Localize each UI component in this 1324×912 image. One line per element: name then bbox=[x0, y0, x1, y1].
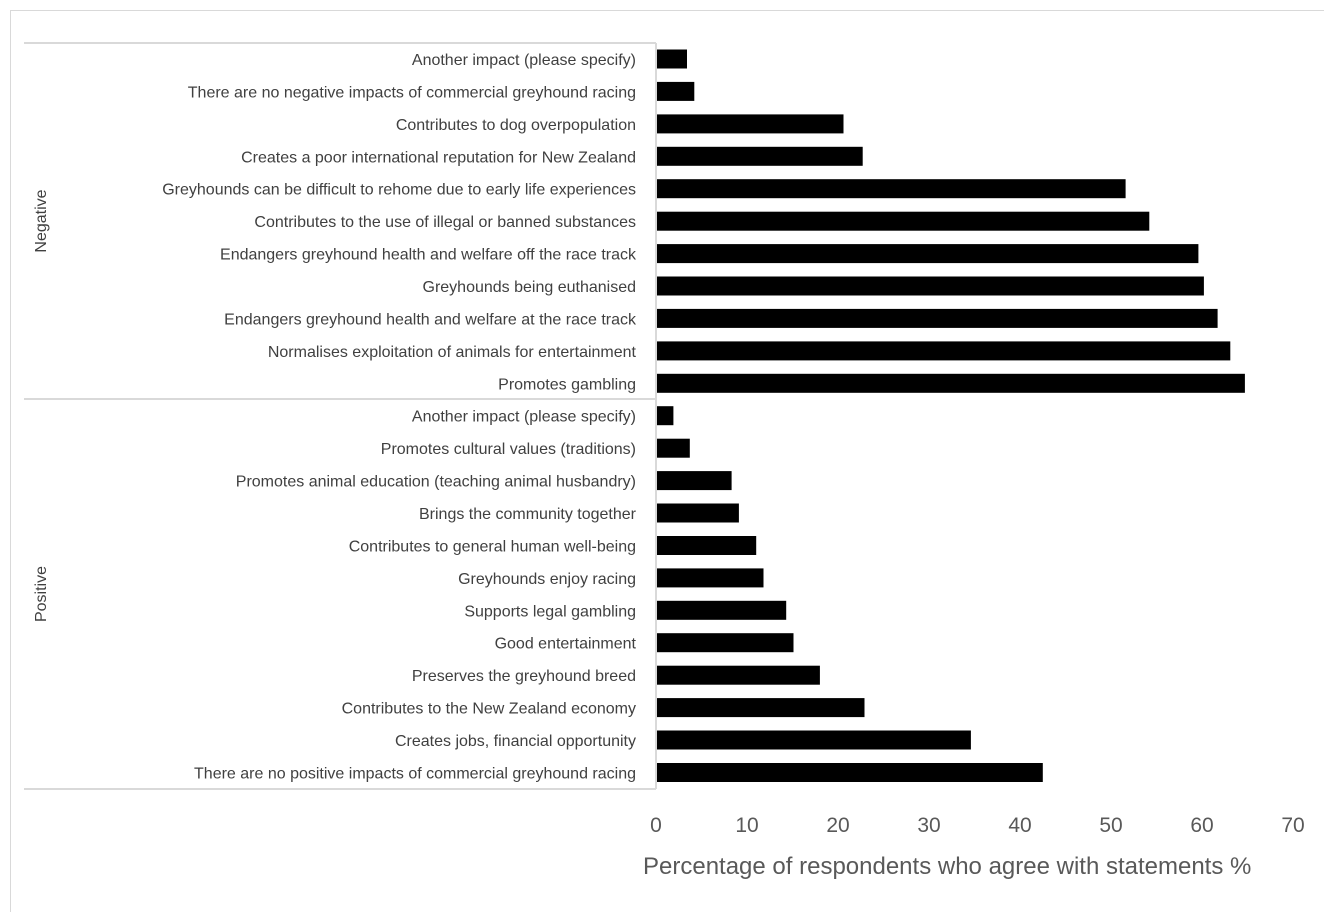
category-label: Normalises exploitation of animals for e… bbox=[268, 344, 637, 361]
bar bbox=[657, 341, 1231, 361]
category-label: Endangers greyhound health and welfare a… bbox=[224, 311, 637, 328]
category-label: Supports legal gambling bbox=[464, 603, 636, 620]
bar bbox=[657, 536, 757, 555]
bar bbox=[657, 698, 865, 718]
bar bbox=[657, 730, 971, 750]
bar bbox=[657, 763, 1043, 782]
category-label: Preserves the greyhound breed bbox=[412, 668, 636, 685]
bar bbox=[657, 471, 732, 491]
group-label: Negative bbox=[33, 189, 50, 252]
x-tick-label: 30 bbox=[917, 814, 940, 837]
category-label: Promotes cultural values (traditions) bbox=[381, 441, 636, 458]
category-label: There are no negative impacts of commerc… bbox=[188, 84, 636, 101]
bar bbox=[657, 49, 687, 69]
bar bbox=[657, 146, 863, 166]
bar bbox=[657, 211, 1150, 231]
bar bbox=[657, 81, 695, 101]
category-label: Contributes to the use of illegal or ban… bbox=[254, 214, 636, 231]
bar bbox=[657, 244, 1199, 264]
bar bbox=[657, 406, 674, 426]
category-label: Brings the community together bbox=[419, 506, 637, 523]
category-label: Greyhounds enjoy racing bbox=[458, 571, 636, 588]
category-label: Contributes to dog overpopulation bbox=[396, 117, 636, 134]
chart-frame bbox=[10, 10, 1324, 912]
category-label: Contributes to general human well-being bbox=[349, 539, 636, 556]
category-label: Creates jobs, financial opportunity bbox=[395, 733, 636, 750]
x-tick-label: 70 bbox=[1281, 814, 1304, 837]
category-label: There are no positive impacts of commerc… bbox=[194, 766, 636, 783]
category-label: Another impact (please specify) bbox=[412, 409, 636, 426]
category-label: Greyhounds being euthanised bbox=[423, 279, 637, 296]
x-axis-title: Percentage of respondents who agree with… bbox=[643, 853, 1251, 880]
category-label: Contributes to the New Zealand economy bbox=[342, 701, 636, 718]
x-tick-label: 10 bbox=[735, 814, 758, 837]
x-tick-label: 40 bbox=[1008, 814, 1031, 837]
bar bbox=[657, 665, 820, 685]
group-label: Positive bbox=[33, 566, 50, 622]
bar bbox=[657, 633, 794, 653]
bar bbox=[657, 600, 787, 620]
category-label: Another impact (please specify) bbox=[412, 52, 636, 69]
x-tick-label: 0 bbox=[650, 814, 662, 837]
x-tick-label: 60 bbox=[1190, 814, 1213, 837]
category-label: Greyhounds can be difficult to rehome du… bbox=[162, 182, 636, 199]
category-label: Good entertainment bbox=[495, 636, 637, 653]
category-label: Endangers greyhound health and welfare o… bbox=[220, 247, 637, 264]
bar bbox=[657, 276, 1204, 296]
bar bbox=[657, 179, 1126, 199]
x-tick-label: 20 bbox=[826, 814, 849, 837]
bar bbox=[657, 568, 764, 588]
bar bbox=[657, 308, 1218, 328]
bar bbox=[657, 114, 844, 134]
bar bbox=[657, 373, 1245, 393]
bar bbox=[657, 438, 690, 458]
category-label: Creates a poor international reputation … bbox=[241, 149, 636, 166]
bar bbox=[657, 503, 739, 523]
category-label: Promotes animal education (teaching anim… bbox=[236, 474, 636, 491]
x-tick-label: 50 bbox=[1099, 814, 1122, 837]
category-label: Promotes gambling bbox=[498, 376, 636, 393]
